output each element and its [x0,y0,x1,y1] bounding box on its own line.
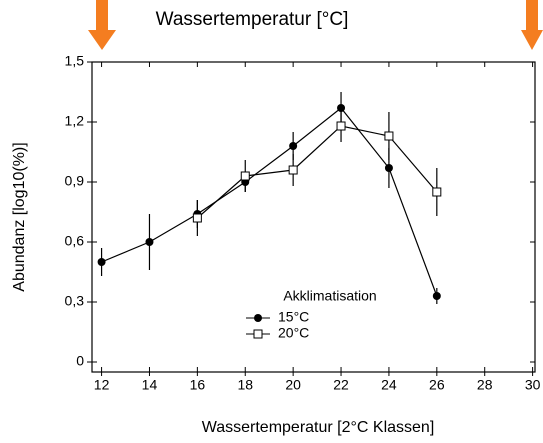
legend-marker [254,314,262,322]
y-tick-label: 0,3 [65,293,85,309]
data-point [240,171,250,181]
x-tick-label: 24 [381,377,397,393]
x-tick-label: 20 [285,377,301,393]
series-line [196,125,438,219]
legend-title: Akklimatisation [283,288,376,304]
data-point [384,164,393,172]
x-axis-label: Wassertemperatur [2°C Klassen] [202,419,435,436]
x-tick-label: 22 [333,377,349,393]
data-point [289,142,298,150]
x-tick-label: 28 [477,377,493,393]
x-tick-label: 16 [190,377,206,393]
data-point [384,131,394,141]
data-point [336,121,346,131]
data-point [145,238,154,246]
x-tick-label: 18 [237,377,253,393]
data-point [432,187,442,197]
arrow [88,0,116,50]
data-point [288,165,298,175]
y-tick-label: 1,5 [65,53,85,69]
chart-title: Wassertemperatur [°C] [156,9,349,30]
x-tick-label: 26 [429,377,445,393]
legend-label: 15°C [278,309,309,325]
x-tick-label: 30 [525,377,541,393]
x-tick-label: 12 [94,377,110,393]
data-point [192,213,202,223]
legend-marker [253,329,263,339]
y-tick-label: 0,6 [65,233,85,249]
x-tick-label: 14 [142,377,158,393]
arrow [521,0,543,50]
plot-frame [91,61,536,373]
y-tick-label: 0 [76,353,84,369]
series-line [101,107,438,297]
y-axis-label: Abundanz [log10(%)] [11,142,28,291]
data-point [337,104,346,112]
y-tick-label: 1,2 [65,113,85,129]
legend-label: 20°C [278,325,309,341]
data-point [97,258,106,266]
data-point [432,292,441,300]
y-tick-label: 0,9 [65,173,85,189]
